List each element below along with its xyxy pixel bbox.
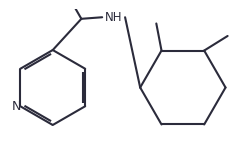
Text: N: N — [12, 100, 21, 113]
Text: NH: NH — [105, 11, 122, 24]
